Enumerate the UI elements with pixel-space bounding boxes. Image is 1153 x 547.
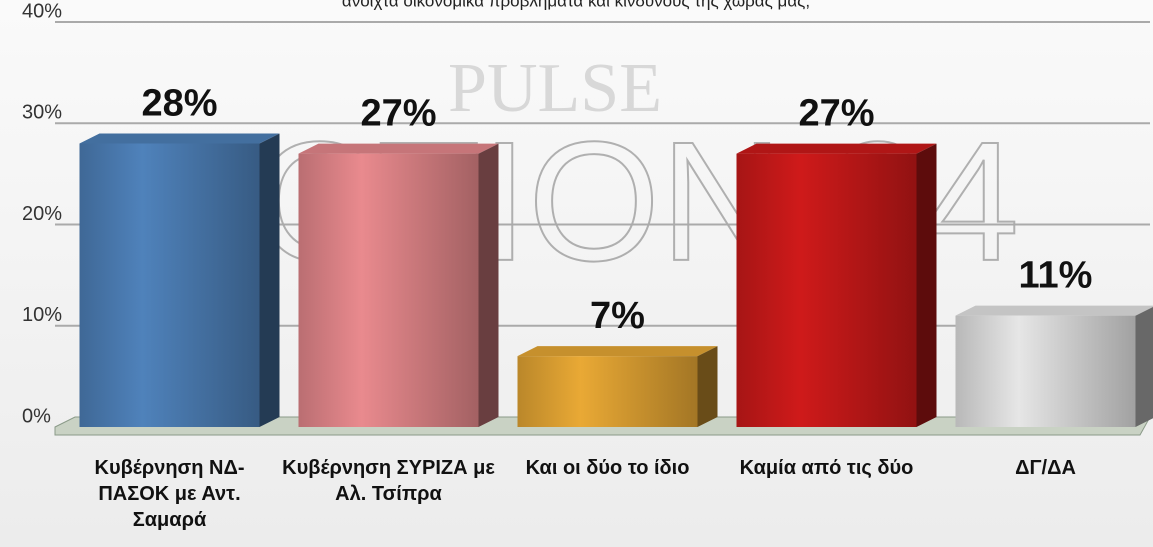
x-tick-label: ΔΓ/ΔΑ <box>1015 457 1076 479</box>
value-label: 28% <box>141 83 217 125</box>
x-tick-label: Καμία από τις δύο <box>739 457 914 479</box>
bar <box>298 153 479 427</box>
value-label: 27% <box>360 93 436 135</box>
x-tick-label: Και οι δύο το ίδιο <box>525 457 690 479</box>
bar-side <box>916 143 937 427</box>
bar-top <box>517 346 718 357</box>
value-label: 7% <box>590 295 645 337</box>
bar-top <box>298 143 499 154</box>
x-tick-label: Κυβέρνηση ΣΥΡΙΖΑ με Αλ. Τσίπρα <box>282 457 495 505</box>
bar-side <box>697 346 718 427</box>
y-tick-label: 40% <box>22 0 62 22</box>
bar-side <box>259 133 280 427</box>
bar <box>955 315 1136 427</box>
bar-top <box>736 143 937 154</box>
bar <box>517 356 698 427</box>
y-tick-label: 10% <box>22 304 62 326</box>
x-tick-label: Κυβέρνηση ΝΔ-ΠΑΣΟΚ με Αντ. Σαμαρά <box>94 457 245 531</box>
y-tick-label: 20% <box>22 203 62 225</box>
chart-title: ανοιχτά οικονομικά προβλήματα και κινδύν… <box>342 0 810 10</box>
bar-side <box>478 143 499 427</box>
value-label: 27% <box>798 93 874 135</box>
watermark: PULSE <box>448 50 662 127</box>
y-tick-label: 30% <box>22 102 62 124</box>
bar <box>736 153 917 427</box>
bar <box>79 143 260 427</box>
bar-top <box>955 305 1153 316</box>
bar-side <box>1135 306 1153 427</box>
value-label: 11% <box>1019 255 1093 297</box>
bar-top <box>79 133 280 144</box>
y-tick-label: 0% <box>22 405 51 427</box>
